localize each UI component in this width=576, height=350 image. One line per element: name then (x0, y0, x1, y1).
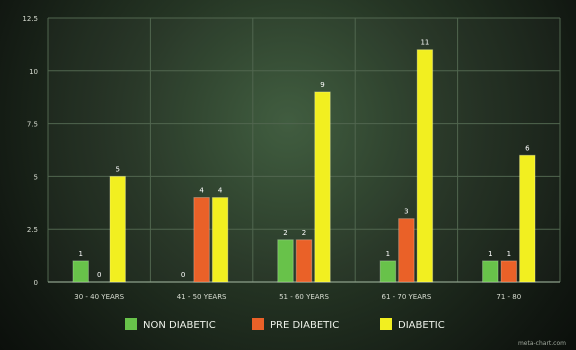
data-label-2-2: 9 (320, 81, 324, 89)
legend-swatch-1 (252, 318, 264, 330)
x-tick-label: 41 - 50 YEARS (177, 293, 227, 301)
y-tick-label: 12.5 (22, 15, 38, 23)
data-label-0-2: 5 (115, 165, 119, 173)
data-label-4-1: 1 (507, 250, 511, 258)
bar-4-2 (519, 154, 536, 283)
data-label-3-2: 11 (420, 39, 429, 47)
x-tick-label: 61 - 70 YEARS (381, 293, 431, 301)
legend-label-2: DIABETIC (398, 320, 445, 331)
x-tick-label: 51 - 60 YEARS (279, 293, 329, 301)
bar-2-1 (295, 239, 313, 283)
bar-1-2 (211, 197, 229, 283)
data-label-1-2: 4 (218, 187, 223, 195)
bar-4-0 (482, 260, 499, 283)
data-label-3-0: 1 (386, 250, 390, 258)
data-label-1-1: 4 (199, 187, 204, 195)
x-tick-label: 71 - 80 (496, 293, 521, 301)
bar-4-1 (500, 260, 518, 283)
x-tick-label: 30 - 40 YEARS (74, 293, 124, 301)
legend-label-0: NON DIABETIC (143, 320, 216, 331)
bar-0-2 (109, 175, 126, 283)
data-label-0-1: 0 (97, 271, 101, 279)
source-label: meta-chart.com (518, 340, 566, 347)
legend-label-1: PRE DIABETIC (270, 320, 339, 331)
data-label-1-0: 0 (181, 271, 185, 279)
bar-2-2 (314, 91, 331, 283)
legend-swatch-0 (125, 318, 137, 330)
y-tick-label: 0 (34, 279, 38, 287)
bar-3-1 (398, 218, 415, 283)
data-label-4-2: 6 (525, 144, 530, 152)
data-label-4-0: 1 (488, 250, 492, 258)
bar-3-0 (379, 260, 397, 283)
legend-swatch-2 (380, 318, 392, 330)
y-tick-label: 2.5 (27, 226, 38, 234)
data-label-2-0: 2 (283, 229, 287, 237)
bar-0-0 (72, 260, 89, 283)
bar-2-0 (277, 239, 294, 283)
bar-3-2 (416, 49, 434, 283)
y-tick-label: 10 (29, 68, 38, 76)
data-label-3-1: 3 (404, 208, 408, 216)
y-tick-label: 7.5 (27, 121, 38, 129)
y-tick-label: 5 (34, 173, 38, 181)
data-label-0-0: 1 (78, 250, 82, 258)
data-label-2-1: 2 (302, 229, 306, 237)
bar-1-1 (193, 197, 210, 283)
